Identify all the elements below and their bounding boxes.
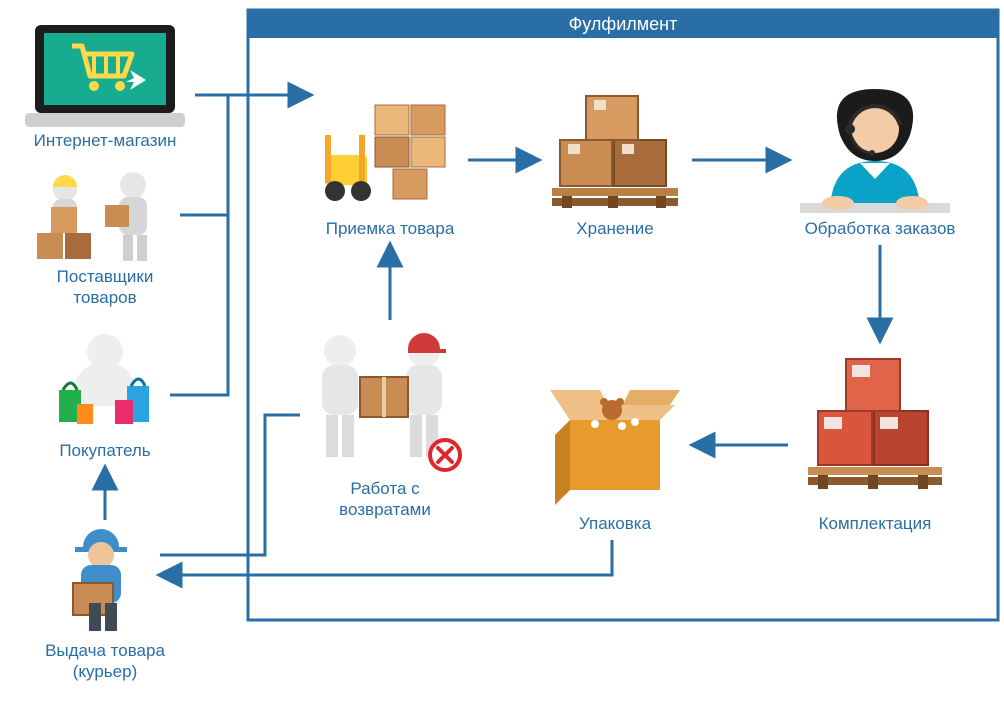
label-returns: Работа с возвратами xyxy=(310,478,460,521)
node-storage xyxy=(540,90,690,215)
label-storage: Хранение xyxy=(540,218,690,239)
edge-returns-courier xyxy=(160,415,300,555)
fulfillment-header-label: Фулфилмент xyxy=(569,14,678,34)
node-picking xyxy=(790,345,960,505)
shopper-icon xyxy=(45,330,165,435)
forklift-boxes-icon xyxy=(315,95,465,215)
pallet-boxes-icon xyxy=(540,90,690,215)
operator-icon xyxy=(790,85,960,215)
laptop-cart-icon xyxy=(20,20,190,130)
node-shop xyxy=(20,20,190,130)
node-orders xyxy=(790,85,960,215)
label-receiving: Приемка товара xyxy=(315,218,465,239)
node-courier xyxy=(55,525,155,635)
open-box-icon xyxy=(540,360,690,510)
fulfillment-header: Фулфилмент xyxy=(248,10,998,38)
node-suppliers xyxy=(35,165,175,265)
error-icon xyxy=(428,438,462,472)
courier-icon xyxy=(55,525,155,635)
edge-packing-courier xyxy=(160,540,612,575)
label-shop: Интернет-магазин xyxy=(20,130,190,151)
boxes-pallet-icon xyxy=(790,345,960,505)
label-suppliers: Поставщики товаров xyxy=(35,266,175,309)
label-orders: Обработка заказов xyxy=(790,218,970,239)
node-packing xyxy=(540,360,690,510)
label-courier: Выдача товара (курьер) xyxy=(30,640,180,683)
workers-boxes-icon xyxy=(35,165,175,265)
node-buyer xyxy=(45,330,165,435)
label-picking: Комплектация xyxy=(790,513,960,534)
node-receiving xyxy=(315,95,465,215)
label-buyer: Покупатель xyxy=(45,440,165,461)
error-badge xyxy=(428,438,462,472)
label-packing: Упаковка xyxy=(540,513,690,534)
